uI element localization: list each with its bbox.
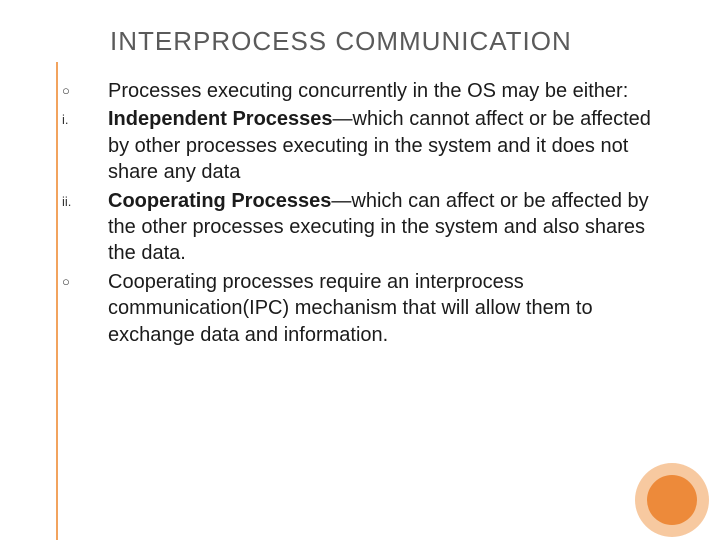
body-text: Cooperating processes require an interpr…: [108, 269, 660, 348]
bold-term: Cooperating Processes: [108, 190, 331, 212]
body-text: Independent Processes—which cannot affec…: [108, 106, 660, 185]
roman-marker: ii.: [62, 188, 108, 210]
body-item: ii.Cooperating Processes—which can affec…: [62, 188, 660, 267]
slide-title: INTERPROCESS COMMUNICATION: [110, 26, 660, 57]
body-item: ○Processes executing concurrently in the…: [62, 78, 660, 104]
decorative-circle-inner: [647, 475, 697, 525]
bullet-marker: ○: [62, 269, 108, 290]
bullet-marker: ○: [62, 78, 108, 99]
body-item: ○Cooperating processes require an interp…: [62, 269, 660, 348]
bold-term: Independent Processes: [108, 108, 333, 130]
slide: INTERPROCESS COMMUNICATION ○Processes ex…: [0, 0, 720, 540]
body-item: i.Independent Processes—which cannot aff…: [62, 106, 660, 185]
roman-marker: i.: [62, 106, 108, 128]
body-text: Cooperating Processes—which can affect o…: [108, 188, 660, 267]
accent-vertical-line: [0, 62, 58, 540]
body-text: Processes executing concurrently in the …: [108, 78, 660, 104]
slide-body: ○Processes executing concurrently in the…: [62, 78, 660, 350]
